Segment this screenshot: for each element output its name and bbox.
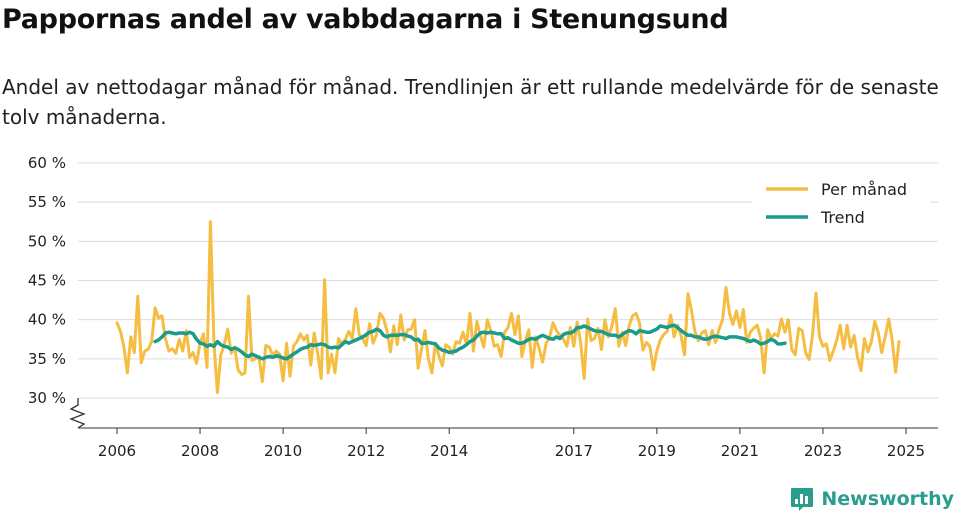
x-tick-label: 2014 xyxy=(430,442,468,460)
chart-subtitle: Andel av nettodagar månad för månad. Tre… xyxy=(2,75,939,129)
series-per-manad-line xyxy=(115,220,901,394)
y-tick-label: 55 % xyxy=(28,193,66,211)
y-tick-label: 35 % xyxy=(28,350,66,368)
x-axis xyxy=(69,398,938,429)
x-tick-label: 2008 xyxy=(181,442,219,460)
axis-break-icon xyxy=(69,398,86,429)
y-axis-ticks: 30 % 35 % 40 % 45 % 50 % 55 % 60 % xyxy=(28,154,66,407)
x-tick-label: 2010 xyxy=(264,442,302,460)
y-tick-label: 50 % xyxy=(28,232,66,250)
newsworthy-brand: Newsworthy xyxy=(789,484,954,514)
x-tick-label: 2021 xyxy=(721,442,759,460)
y-tick-label: 45 % xyxy=(28,272,66,290)
x-tick-label: 2006 xyxy=(98,442,136,460)
series-lines xyxy=(115,220,901,394)
x-tick-label: 2025 xyxy=(887,442,925,460)
legend-label: Per månad xyxy=(821,180,907,199)
x-tick-label: 2023 xyxy=(804,442,842,460)
y-tick-label: 60 % xyxy=(28,154,66,172)
x-tick-label: 2017 xyxy=(555,442,593,460)
brand-name: Newsworthy xyxy=(821,488,954,510)
y-tick-label: 30 % xyxy=(28,389,66,407)
chart-title: Pappornas andel av vabbdagarna i Stenung… xyxy=(2,4,729,35)
x-tick-label: 2019 xyxy=(638,442,676,460)
x-tick-label: 2012 xyxy=(347,442,385,460)
series-trend-line xyxy=(153,323,787,361)
y-tick-label: 40 % xyxy=(28,311,66,329)
legend-label: Trend xyxy=(820,208,865,227)
x-axis-ticks: 2006 2008 2010 2012 2014 2017 2019 2021 2023 2025 xyxy=(98,428,925,460)
bar-chart-logo-icon xyxy=(791,488,814,511)
legend: Per månad Trend xyxy=(752,172,930,234)
